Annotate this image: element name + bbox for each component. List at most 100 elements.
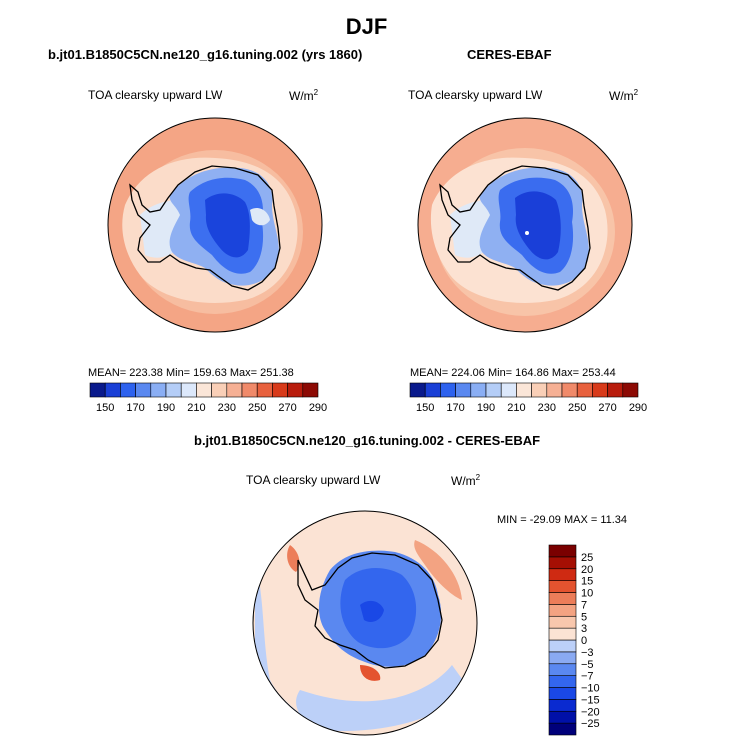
- p3-colorbar-swatch: [548, 651, 577, 665]
- panel2-colorbar: 150 170 190 210 230 250 270 290: [409, 382, 647, 414]
- panel2-title: CERES-EBAF: [467, 47, 552, 62]
- p1-colorbar-swatch: [256, 382, 273, 398]
- p2-pole-dot: [525, 231, 529, 235]
- p2-colorbar-swatch: [440, 382, 456, 398]
- p1-colorbar-swatch: [226, 382, 243, 398]
- panel3-units: W/m2: [451, 473, 481, 488]
- p1-colorbar-swatch: [150, 382, 167, 398]
- panel1-variable: TOA clearsky upward LW: [88, 88, 223, 102]
- p3-colorbar-swatch: [548, 604, 577, 617]
- p2-colorbar-swatch: [424, 382, 441, 398]
- p3-colorbar-tick-label: 7: [581, 599, 587, 611]
- p3-colorbar-swatch: [548, 556, 577, 570]
- p2-colorbar-swatch: [592, 382, 608, 398]
- p2-coastline: [439, 165, 591, 291]
- panel3-stats: MIN = -29.09 MAX = 11.34: [497, 514, 628, 526]
- panel1-colorbar: 150 170 190 210 230 250 270 290: [89, 382, 327, 414]
- p3-ice-sheet-core: [360, 600, 384, 622]
- p3-colorbar-tick-label: −7: [581, 671, 594, 683]
- p3-colorbar-tick-label: −3: [581, 647, 594, 659]
- p1-colorbar-tick-label: 250: [248, 402, 266, 414]
- p3-frame: [252, 510, 478, 736]
- p3-south-cool: [296, 665, 470, 731]
- p1-colorbar-tick-label: 190: [157, 402, 175, 414]
- p1-colorbar-swatch: [287, 382, 304, 398]
- p3-colorbar-tick-label: 3: [581, 623, 587, 635]
- panel2-map: [418, 118, 632, 332]
- p2-ice-sheet-core: [515, 191, 561, 260]
- panel1-stats: MEAN= 223.38 Min= 159.63 Max= 251.38: [88, 367, 294, 379]
- p2-colorbar-swatch: [607, 382, 624, 398]
- p1-ice-notch: [250, 208, 270, 226]
- p1-colorbar-tick-label: 170: [126, 402, 144, 414]
- p3-colorbar-swatch: [548, 722, 577, 736]
- panel1-units: W/m2: [289, 88, 319, 103]
- p3-colorbar-swatch: [548, 544, 577, 558]
- p2-colorbar-tick-label: 230: [538, 402, 556, 414]
- p2-colorbar-tick-label: 250: [568, 402, 586, 414]
- p3-colorbar-tick-label: 20: [581, 564, 593, 576]
- panel2-variable: TOA clearsky upward LW: [408, 88, 543, 102]
- p3-colorbar-swatch: [548, 592, 577, 605]
- p3-colorbar-swatch: [548, 710, 577, 724]
- panel2-units: W/m2: [609, 88, 639, 103]
- p3-colorbar-tick-label: −20: [581, 706, 600, 718]
- panel3-title: b.jt01.B1850C5CN.ne120_g16.tuning.002 - …: [194, 433, 541, 448]
- p1-colorbar-swatch: [180, 382, 197, 398]
- p1-colorbar-swatch: [104, 382, 121, 398]
- p2-colorbar-tick-label: 150: [416, 402, 434, 414]
- panel1-title: b.jt01.B1850C5CN.ne120_g16.tuning.002 (y…: [48, 47, 363, 62]
- p3-colorbar-swatch: [548, 615, 577, 629]
- p2-colorbar-swatch: [531, 382, 548, 398]
- p1-colorbar-tick-label: 150: [96, 402, 114, 414]
- p2-colorbar-swatch: [622, 382, 639, 398]
- p1-colorbar-swatch: [302, 382, 319, 398]
- p3-colorbar-tick-label: −5: [581, 659, 594, 671]
- p1-colorbar-tick-label: 290: [309, 402, 327, 414]
- p3-colorbar-swatch: [548, 687, 577, 700]
- p3-colorbar-swatch: [548, 675, 577, 688]
- p2-colorbar-swatch: [409, 382, 426, 398]
- panel3-variable: TOA clearsky upward LW: [246, 473, 381, 487]
- p1-ice-sheet-core: [205, 193, 250, 258]
- p3-colorbar-swatch: [548, 699, 577, 712]
- p3-colorbar-tick-label: 10: [581, 588, 593, 600]
- p3-colorbar-swatch: [548, 663, 577, 676]
- p1-colorbar-tick-label: 210: [187, 402, 205, 414]
- p1-colorbar-swatch: [135, 382, 152, 398]
- p3-colorbar-tick-label: 0: [581, 635, 587, 647]
- p3-peninsula-warm: [287, 545, 300, 572]
- p2-colorbar-swatch: [561, 382, 578, 398]
- p3-colorbar-tick-label: −15: [581, 694, 600, 706]
- p2-colorbar-tick-label: 170: [446, 402, 464, 414]
- p1-colorbar-swatch: [165, 382, 182, 398]
- p2-colorbar-tick-label: 210: [507, 402, 525, 414]
- p2-colorbar-tick-label: 290: [629, 402, 647, 414]
- p2-colorbar-swatch: [485, 382, 502, 398]
- p3-colorbar-swatch: [548, 580, 577, 593]
- p1-colorbar-tick-label: 230: [218, 402, 236, 414]
- p3-colorbar-tick-label: −25: [581, 718, 600, 730]
- p2-colorbar-swatch: [470, 382, 487, 398]
- panel2-stats: MEAN= 224.06 Min= 164.86 Max= 253.44: [410, 367, 616, 379]
- p3-east-warm: [414, 540, 462, 600]
- p3-warm-spot: [360, 665, 381, 681]
- p2-colorbar-swatch: [546, 382, 563, 398]
- p1-colorbar-tick-label: 270: [278, 402, 296, 414]
- p3-colorbar-tick-label: 15: [581, 576, 593, 588]
- p2-colorbar-tick-label: 190: [477, 402, 495, 414]
- p2-colorbar-swatch: [516, 382, 532, 398]
- p1-colorbar-swatch: [196, 382, 212, 398]
- p2-frame: [417, 117, 633, 333]
- p3-colorbar-swatch: [548, 568, 577, 581]
- p2-colorbar-swatch: [576, 382, 593, 398]
- p3-coastline: [297, 552, 443, 669]
- p3-colorbar-swatch: [548, 627, 577, 641]
- panel3-map: [253, 511, 477, 735]
- p3-colorbar-tick-label: 5: [581, 611, 587, 623]
- p1-coastline: [129, 165, 281, 291]
- p1-colorbar-swatch: [211, 382, 228, 398]
- p3-colorbar-tick-label: −10: [581, 683, 600, 695]
